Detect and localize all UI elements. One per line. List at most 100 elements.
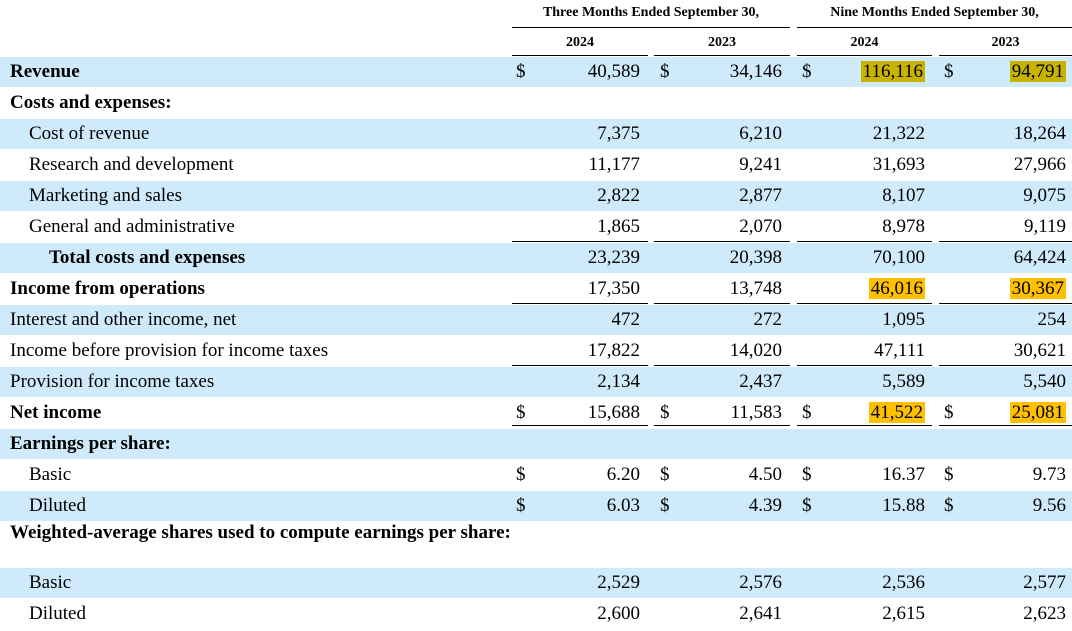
value-cell: 2,070	[739, 216, 782, 237]
value-cell: 2,822	[597, 185, 640, 206]
row-band	[0, 243, 1072, 273]
currency-symbol: $	[944, 402, 954, 423]
value-cell: 1,095	[882, 309, 925, 330]
value-cell: 15,688	[587, 402, 640, 423]
value-cell: 2,641	[739, 603, 782, 624]
table-row: Research and development 11,177 9,241 31,69…	[0, 150, 1072, 181]
value-cell: 9,119	[1023, 216, 1066, 237]
value-cell: 21,322	[872, 123, 925, 144]
row-label: Provision for income taxes	[10, 371, 215, 392]
underline	[797, 365, 932, 366]
underline	[512, 365, 648, 366]
row-band	[0, 367, 1072, 397]
value-cell: 27,966	[1013, 154, 1066, 175]
value-cell: 116,116	[795, 60, 925, 84]
row-band	[0, 568, 1072, 598]
value-cell: 40,589	[587, 61, 640, 82]
currency-symbol: $	[802, 464, 812, 485]
value-cell: 18,264	[1013, 123, 1066, 144]
table-row: Interest and other income, net 472 272 1,09…	[0, 305, 1072, 336]
value-cell: 2,615	[882, 603, 925, 624]
row-label: Basic	[29, 572, 72, 593]
value-cell: 2,536	[882, 572, 925, 593]
value-cell: 64,424	[1013, 247, 1066, 268]
row-label: Research and development	[29, 154, 234, 175]
value-cell: 14,020	[729, 340, 782, 361]
currency-symbol: $	[516, 495, 526, 516]
table-row: Cost of revenue 7,375 6,210 21,322 18,264	[0, 119, 1072, 150]
table-row: Costs and expenses:	[0, 88, 1072, 119]
value-cell: 2,576	[739, 572, 782, 593]
currency-symbol: $	[802, 495, 812, 516]
currency-symbol: $	[944, 495, 954, 516]
value-cell: 4.39	[748, 495, 782, 516]
row-label: Earnings per share:	[10, 433, 171, 454]
value-cell: 11,177	[588, 154, 640, 175]
value-cell: 13,748	[729, 278, 782, 299]
value-cell: 9,075	[1023, 185, 1066, 206]
currency-symbol: $	[944, 61, 954, 82]
value-cell: 47,111	[874, 340, 925, 361]
value-cell: 16.37	[882, 464, 925, 485]
value-cell: 9,241	[739, 154, 782, 175]
year-header-9m-2024: 2024	[850, 35, 879, 50]
value-cell: 46,016	[795, 277, 925, 301]
value-cell: 6,210	[739, 123, 782, 144]
row-label: Total costs and expenses	[49, 247, 246, 268]
year-rule-2	[654, 55, 790, 56]
currency-symbol: $	[660, 402, 670, 423]
row-label: Costs and expenses:	[10, 92, 172, 113]
value-cell: 25,081	[936, 401, 1066, 425]
row-label: Diluted	[29, 603, 86, 624]
table-row: Revenue $40,589 $34,146 $116,116 $94,791	[0, 57, 1072, 88]
table-row: Net income $15,688 $11,583 $41,522 $25,081	[0, 398, 1072, 430]
table-row: Income from operations 17,350 13,748 46,016…	[0, 274, 1072, 305]
currency-symbol: $	[516, 402, 526, 423]
value-cell: 23,239	[587, 247, 640, 268]
table-row: Provision for income taxes 2,134 2,437 5,58…	[0, 367, 1072, 398]
year-header-9m-2023: 2023	[991, 35, 1020, 50]
value-cell: 5,540	[1023, 371, 1066, 392]
currency-symbol: $	[660, 61, 670, 82]
underline	[939, 241, 1072, 242]
currency-symbol: $	[516, 464, 526, 485]
value-cell: 2,437	[739, 371, 782, 392]
value-cell: 30,621	[1013, 340, 1066, 361]
underline	[654, 241, 790, 242]
row-label: Marketing and sales	[29, 185, 183, 206]
year-rule-3	[797, 55, 932, 56]
value-cell: 20,398	[729, 247, 782, 268]
highlighted-value: 46,016	[868, 278, 925, 299]
table-row: Basic $6.20 $4.50 $16.37 $9.73	[0, 460, 1072, 491]
underline	[797, 303, 932, 304]
currency-symbol: $	[516, 61, 526, 82]
currency-symbol: $	[660, 495, 670, 516]
value-cell: 2,529	[597, 572, 640, 593]
value-cell: 17,822	[587, 340, 640, 361]
row-band	[0, 429, 1072, 459]
currency-symbol: $	[944, 464, 954, 485]
value-cell: 17,350	[587, 278, 640, 299]
table-row: Diluted $6.03 $4.39 $15.88 $9.56	[0, 491, 1072, 522]
table-row: Total costs and expenses 23,239 20,398 70,1…	[0, 243, 1072, 274]
underline	[512, 241, 648, 242]
value-cell: 9.56	[1032, 495, 1066, 516]
value-cell: 8,978	[882, 216, 925, 237]
currency-symbol: $	[802, 61, 812, 82]
value-cell: 6.20	[606, 464, 640, 485]
value-cell: 15.88	[882, 495, 925, 516]
value-cell: 2,623	[1023, 603, 1066, 624]
underline	[939, 303, 1072, 304]
highlighted-value: 41,522	[868, 402, 925, 423]
value-cell: 7,375	[597, 123, 640, 144]
value-cell: 2,134	[597, 371, 640, 392]
row-label: Revenue	[10, 61, 80, 82]
row-label: Cost of revenue	[29, 123, 150, 144]
value-cell: 254	[1037, 309, 1067, 330]
underline	[654, 303, 790, 304]
row-label: Interest and other income, net	[10, 309, 237, 330]
header-rule-three-months	[512, 27, 790, 28]
table-row: Weighted-average shares used to compute …	[0, 522, 1072, 568]
year-header-q-2023: 2023	[708, 35, 736, 50]
value-cell: 472	[611, 309, 641, 330]
